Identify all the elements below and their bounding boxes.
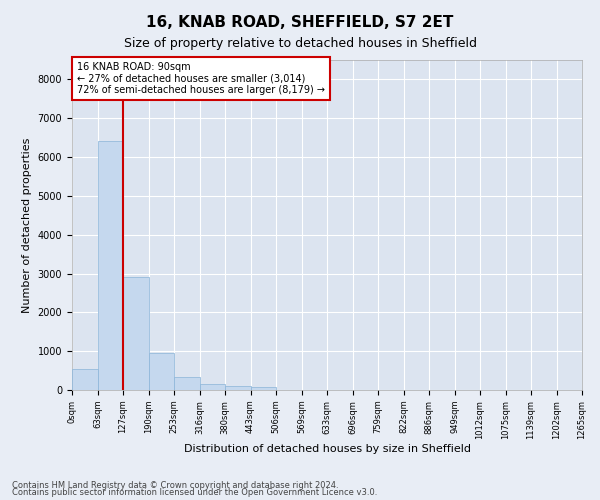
Bar (72, 368, 97, 390)
Bar (199, 384, 225, 390)
X-axis label: Distribution of detached houses by size in Sheffield: Distribution of detached houses by size … (184, 444, 470, 454)
Bar (149, 352, 174, 390)
Text: 16 KNAB ROAD: 90sqm
← 27% of detached houses are smaller (3,014)
72% of semi-det: 16 KNAB ROAD: 90sqm ← 27% of detached ho… (77, 62, 325, 95)
Text: Size of property relative to detached houses in Sheffield: Size of property relative to detached ho… (124, 38, 476, 51)
Bar (251, 388, 276, 390)
Bar (225, 386, 251, 390)
Bar (97, 141, 123, 390)
Y-axis label: Number of detached properties: Number of detached properties (22, 138, 32, 312)
Bar (123, 276, 149, 390)
Text: 16, KNAB ROAD, SHEFFIELD, S7 2ET: 16, KNAB ROAD, SHEFFIELD, S7 2ET (146, 15, 454, 30)
Text: Contains HM Land Registry data © Crown copyright and database right 2024.: Contains HM Land Registry data © Crown c… (12, 480, 338, 490)
Text: Contains public sector information licensed under the Open Government Licence v3: Contains public sector information licen… (12, 488, 377, 497)
Bar (174, 377, 199, 390)
